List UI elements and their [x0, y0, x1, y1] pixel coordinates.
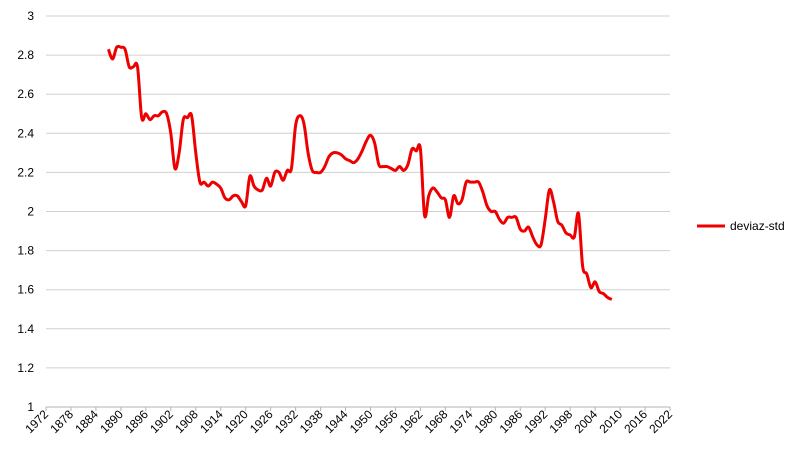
y-tick-label: 2.2 — [17, 165, 34, 179]
x-tick-label: 1932 — [272, 407, 301, 436]
x-tick-label: 1926 — [247, 407, 276, 436]
y-tick-label: 1.6 — [17, 283, 34, 297]
y-tick-label: 2.6 — [17, 87, 34, 101]
series-line — [106, 44, 613, 301]
y-tick-label: 1.8 — [17, 244, 34, 258]
x-tick-label: 1884 — [72, 407, 101, 436]
x-tick-label: 1896 — [122, 407, 151, 436]
x-tick-label: 1962 — [397, 407, 426, 436]
x-tick-label: 2010 — [596, 407, 625, 436]
x-tick-label: 2004 — [571, 407, 600, 436]
legend-label: deviaz-std — [730, 219, 785, 233]
x-tick-label: 1956 — [372, 407, 401, 436]
x-tick-label: 1950 — [347, 407, 376, 436]
x-tick-label: 2022 — [646, 407, 675, 436]
y-tick-label: 1 — [27, 400, 34, 414]
x-tick-label: 1920 — [222, 407, 251, 436]
x-tick-label: 1998 — [546, 407, 575, 436]
x-tick-label: 1968 — [422, 407, 451, 436]
y-tick-label: 1.2 — [17, 361, 34, 375]
x-tick-label: 1878 — [47, 407, 76, 436]
x-tick-label: 1944 — [322, 407, 351, 436]
y-tick-label: 2.4 — [17, 126, 34, 140]
y-tick-label: 2.8 — [17, 48, 34, 62]
y-tick-label: 3 — [27, 9, 34, 23]
y-tick-label: 1.4 — [17, 322, 34, 336]
x-tick-label: 2016 — [621, 407, 650, 436]
x-tick-label: 1908 — [172, 407, 201, 436]
x-tick-label: 1980 — [472, 407, 501, 436]
x-tick-label: 1914 — [197, 407, 226, 436]
x-tick-label: 1992 — [522, 407, 551, 436]
x-tick-label: 1938 — [297, 407, 326, 436]
y-tick-label: 2 — [27, 205, 34, 219]
x-tick-label: 1986 — [497, 407, 526, 436]
x-tick-label: 1974 — [447, 407, 476, 436]
x-tick-label: 1890 — [97, 407, 126, 436]
x-tick-label: 1902 — [147, 407, 176, 436]
